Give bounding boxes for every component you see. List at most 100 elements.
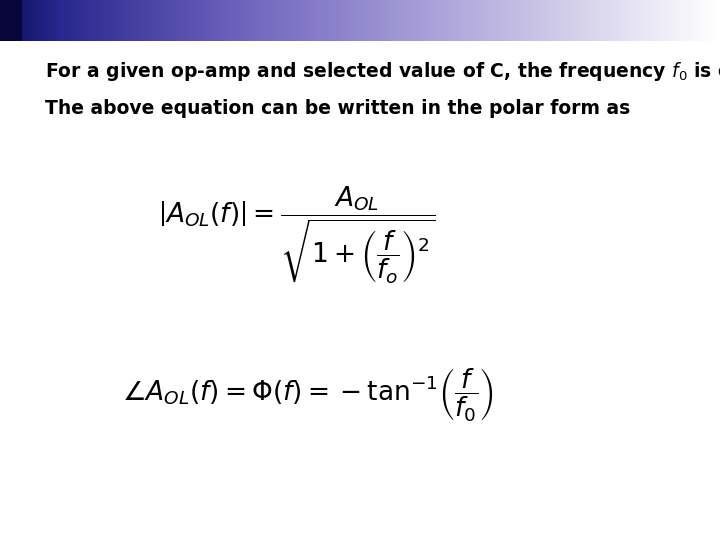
Bar <box>288 0 290 40</box>
Bar <box>695 0 697 40</box>
Bar <box>292 0 294 40</box>
Bar <box>598 0 600 40</box>
Bar <box>35 0 36 40</box>
Bar <box>90 0 92 40</box>
Bar <box>266 0 269 40</box>
Bar <box>200 0 202 40</box>
Bar <box>702 0 704 40</box>
Bar <box>589 0 590 40</box>
Bar <box>68 0 71 40</box>
Bar <box>89 0 90 40</box>
Bar <box>716 0 719 40</box>
Bar <box>464 0 467 40</box>
Bar <box>275 0 277 40</box>
Bar <box>215 0 216 40</box>
Bar <box>143 0 144 40</box>
Bar <box>673 0 675 40</box>
Bar <box>365 0 367 40</box>
Bar <box>289 0 292 40</box>
Bar <box>83 0 85 40</box>
Bar <box>515 0 517 40</box>
Bar <box>577 0 580 40</box>
Bar <box>158 0 161 40</box>
Bar <box>243 0 245 40</box>
Bar <box>176 0 179 40</box>
Bar <box>495 0 497 40</box>
Bar <box>150 0 151 40</box>
Bar <box>540 0 542 40</box>
Bar <box>526 0 528 40</box>
Bar <box>683 0 684 40</box>
Bar <box>241 0 243 40</box>
Bar <box>301 0 302 40</box>
Bar <box>56 0 58 40</box>
Bar <box>137 0 139 40</box>
Bar <box>347 0 349 40</box>
Bar <box>94 0 96 40</box>
Bar <box>443 0 445 40</box>
Bar <box>153 0 155 40</box>
Bar <box>403 0 405 40</box>
Bar <box>486 0 488 40</box>
Bar <box>14 0 17 40</box>
Bar <box>308 0 310 40</box>
Bar <box>531 0 533 40</box>
Bar <box>50 0 53 40</box>
Bar <box>383 0 385 40</box>
Bar <box>395 0 396 40</box>
Bar <box>72 0 74 40</box>
Bar <box>701 0 702 40</box>
Bar <box>654 0 655 40</box>
Bar <box>30 0 32 40</box>
Bar <box>580 0 582 40</box>
Bar <box>313 0 315 40</box>
Text: $\angle A_{OL}(f) = \Phi(f) = -\tan^{-1}\!\left(\dfrac{f}{f_0}\right)$: $\angle A_{OL}(f) = \Phi(f) = -\tan^{-1}… <box>122 366 494 423</box>
Bar <box>657 0 659 40</box>
Bar <box>390 0 392 40</box>
Bar <box>493 0 495 40</box>
Bar <box>234 0 236 40</box>
Bar <box>614 0 616 40</box>
Bar <box>539 0 540 40</box>
Bar <box>524 0 526 40</box>
Bar <box>433 0 436 40</box>
Bar <box>122 0 125 40</box>
Bar <box>541 0 544 40</box>
Bar <box>95 0 97 40</box>
Bar <box>78 0 79 40</box>
Bar <box>533 0 535 40</box>
Bar <box>86 0 89 40</box>
Bar <box>719 0 720 40</box>
Bar <box>109 0 112 40</box>
Bar <box>409 0 410 40</box>
Bar <box>306 0 308 40</box>
Bar <box>76 0 78 40</box>
Bar <box>184 0 186 40</box>
Bar <box>270 0 272 40</box>
Bar <box>405 0 407 40</box>
Bar <box>691 0 693 40</box>
Bar <box>441 0 443 40</box>
Bar <box>20 0 22 40</box>
Bar <box>503 0 504 40</box>
Bar <box>230 0 233 40</box>
Bar <box>684 0 686 40</box>
Bar <box>371 0 373 40</box>
Bar <box>295 0 297 40</box>
Bar <box>102 0 104 40</box>
Bar <box>446 0 449 40</box>
Bar <box>346 0 348 40</box>
Bar <box>400 0 402 40</box>
Bar <box>198 0 200 40</box>
Bar <box>661 0 662 40</box>
Bar <box>181 0 184 40</box>
Bar <box>144 0 146 40</box>
Bar <box>668 0 670 40</box>
Bar <box>311 0 313 40</box>
Bar <box>216 0 218 40</box>
Bar <box>328 0 330 40</box>
Bar <box>186 0 187 40</box>
Bar <box>58 0 60 40</box>
Bar <box>599 0 601 40</box>
Bar <box>54 0 56 40</box>
